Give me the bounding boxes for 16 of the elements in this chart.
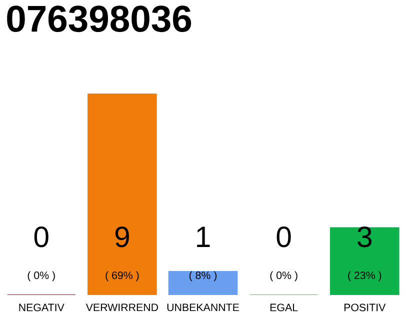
data-label: ( 8% ) [189,271,217,282]
annotation: 3 [358,226,372,248]
data-label: ( 23% ) [348,271,382,282]
data-label: ( 0% ) [28,271,55,282]
x-tick-label: EGAL [270,304,298,312]
annotation: 0 [276,226,291,248]
x-tick-label: POSITIV [344,304,386,312]
x-tick-label: NEGATIV [19,304,64,312]
data-label: ( 69% ) [106,271,139,282]
chart-title: 076398036 [7,6,192,32]
annotation: 9 [115,226,129,248]
data-label: ( 0% ) [270,271,298,282]
annotation: 0 [34,226,48,248]
x-tick-label: VERWIRREND [86,304,158,312]
annotation: 1 [197,226,210,247]
x-tick-label: UNBEKANNTE [167,304,239,312]
